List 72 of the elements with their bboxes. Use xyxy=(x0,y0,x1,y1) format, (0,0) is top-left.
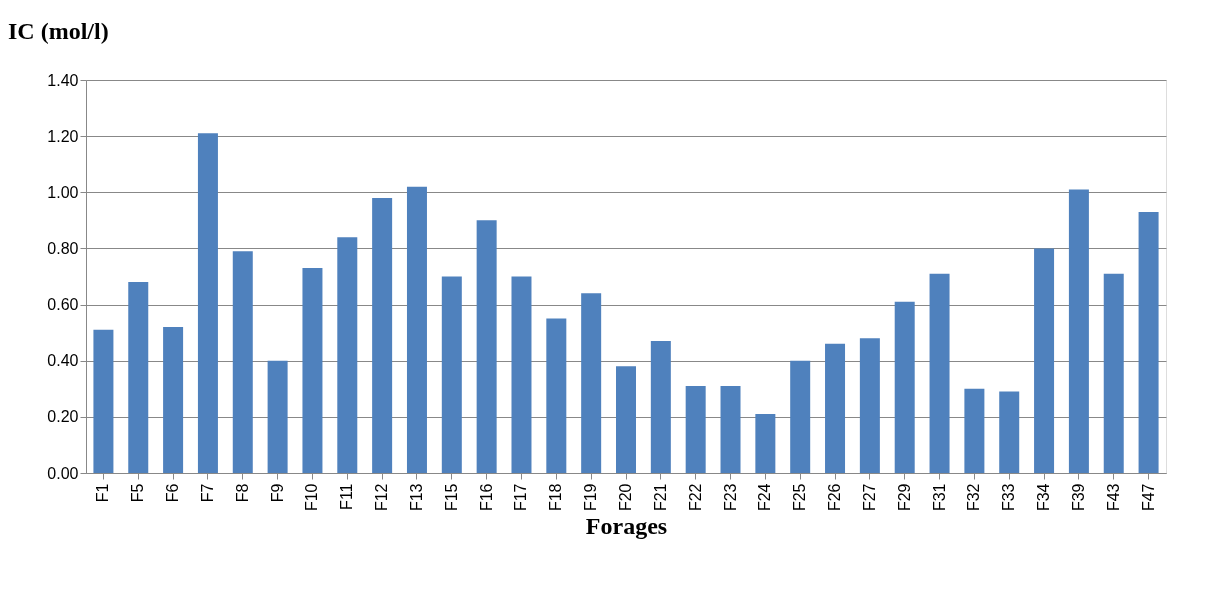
bar xyxy=(1103,273,1124,473)
x-tick-label: F24 xyxy=(756,483,774,512)
x-tick-label: F8 xyxy=(233,483,251,503)
x-tick-label: F34 xyxy=(1035,483,1053,512)
x-tick-label: F1 xyxy=(94,483,112,503)
y-tick-label: 0.40 xyxy=(47,352,79,370)
bar xyxy=(581,293,602,473)
x-tick-label: F47 xyxy=(1139,483,1157,512)
bar xyxy=(93,329,114,473)
bar xyxy=(372,197,393,473)
x-tick-label: F7 xyxy=(198,483,216,503)
bar xyxy=(232,251,253,473)
bar xyxy=(546,318,567,473)
bar xyxy=(163,327,184,473)
x-tick-label: F17 xyxy=(512,483,530,512)
bar xyxy=(720,385,741,473)
bar xyxy=(267,360,288,473)
x-tick-label: F12 xyxy=(373,483,391,512)
x-tick-label: F31 xyxy=(930,483,948,512)
x-tick-label: F32 xyxy=(965,483,983,512)
bar xyxy=(999,391,1020,473)
bar xyxy=(128,282,149,473)
bar xyxy=(859,338,880,473)
x-tick-label: F9 xyxy=(268,483,286,503)
bar xyxy=(929,273,950,473)
bar xyxy=(650,341,671,473)
x-tick-label: F39 xyxy=(1069,483,1087,512)
bar xyxy=(1138,211,1159,473)
x-tick-label: F29 xyxy=(895,483,913,512)
x-tick-label: F5 xyxy=(129,483,147,503)
x-tick-label: F10 xyxy=(303,483,321,512)
x-tick-label: F23 xyxy=(721,483,739,512)
y-tick-label: 1.00 xyxy=(47,183,79,201)
bar xyxy=(825,343,846,473)
bar xyxy=(337,237,358,473)
x-tick-label: F16 xyxy=(477,483,495,512)
x-tick-label: F26 xyxy=(826,483,844,512)
bar xyxy=(511,276,532,473)
bar xyxy=(1034,248,1055,473)
bar xyxy=(685,385,706,473)
y-tick-label: 1.20 xyxy=(47,127,79,145)
bar xyxy=(616,366,636,473)
bar xyxy=(894,301,915,473)
bar xyxy=(302,268,323,473)
y-tick-label: 0.00 xyxy=(47,464,79,482)
bar xyxy=(1068,189,1089,473)
bar xyxy=(441,276,462,473)
y-tick-label: 0.20 xyxy=(47,408,79,426)
x-tick-label: F21 xyxy=(651,483,669,512)
x-tick-label: F15 xyxy=(442,483,460,512)
x-tick-label: F6 xyxy=(164,483,182,503)
bar xyxy=(197,133,218,473)
x-axis-title: Forages xyxy=(585,513,668,540)
bar xyxy=(476,220,497,473)
x-tick-label: F43 xyxy=(1104,483,1122,512)
x-tick-label: F33 xyxy=(1000,483,1018,512)
y-tick-label: 1.40 xyxy=(47,71,79,89)
x-tick-label: F20 xyxy=(617,483,634,512)
bar xyxy=(964,388,985,473)
x-tick-label: F19 xyxy=(582,483,600,512)
y-tick-label: 0.80 xyxy=(47,239,79,257)
x-tick-label: F18 xyxy=(547,483,565,512)
bar xyxy=(406,186,427,473)
x-tick-label: F13 xyxy=(407,483,425,512)
bar xyxy=(755,414,776,473)
x-tick-label: F27 xyxy=(860,483,878,512)
bar xyxy=(790,360,811,473)
x-tick-label: F25 xyxy=(791,483,809,512)
chart-title: IC (mol/l) xyxy=(8,18,109,44)
y-tick-label: 0.60 xyxy=(47,296,79,314)
x-tick-label: F22 xyxy=(686,483,704,512)
x-tick-label: F11 xyxy=(338,483,356,510)
